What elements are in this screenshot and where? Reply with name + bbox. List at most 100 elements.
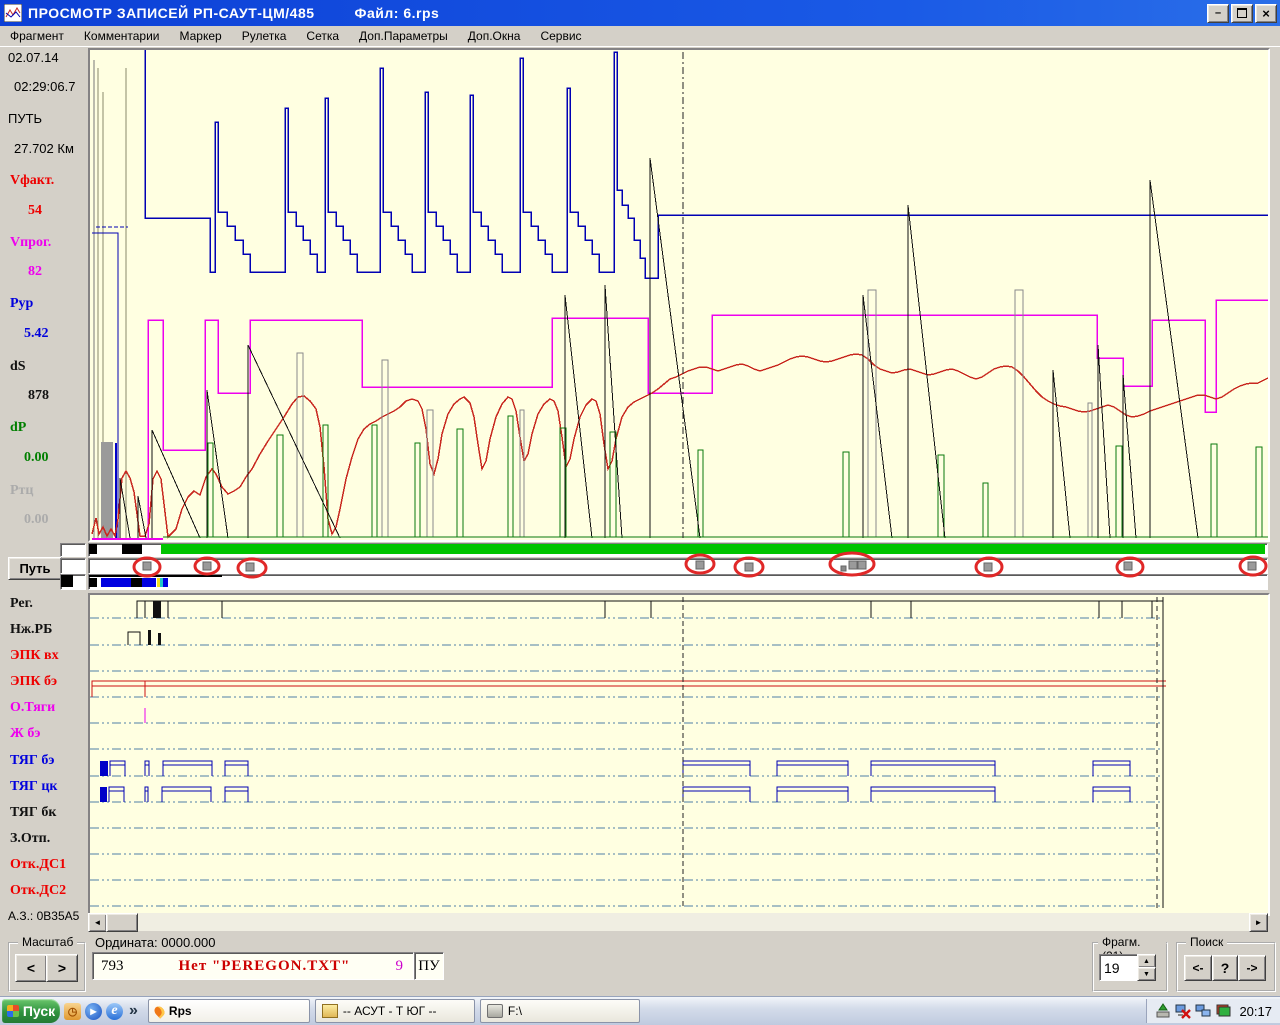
- path-button[interactable]: Путь: [8, 557, 62, 580]
- clock[interactable]: 20:17: [1239, 1003, 1272, 1019]
- block-stub-black: [61, 575, 73, 587]
- signal-otk-ds1-label: Отк.ДС1: [10, 857, 67, 872]
- signal-tyag-ck-label: ТЯГ цк: [10, 779, 58, 794]
- tray-display-icon[interactable]: [1215, 1003, 1231, 1019]
- upper-chart-plot: [91, 50, 1268, 540]
- title-bar: ПРОСМОТР ЗАПИСЕЙ РП-САУТ-ЦМ/485 Файл: 6.…: [0, 0, 1280, 26]
- search-back-button[interactable]: <-: [1184, 955, 1212, 981]
- start-button[interactable]: Пуск: [2, 999, 60, 1023]
- taskbar: Пуск ◷ ▶ e » Rps -- АСУТ - Т ЮГ -- F:\ 2…: [0, 996, 1280, 1025]
- task-drive-f-label: F:\: [507, 1004, 522, 1018]
- signal-zh-be-label: Ж бэ: [10, 726, 41, 741]
- quicklaunch-chevron-icon[interactable]: »: [129, 1002, 138, 1019]
- tray-network-error-icon[interactable]: [1175, 1003, 1192, 1019]
- scale-next-label: >: [57, 960, 67, 976]
- block-seg-blue3: [163, 578, 168, 587]
- menu-service[interactable]: Сервис: [540, 29, 582, 43]
- track-seg-green: [161, 544, 1265, 554]
- block-strip-stub: [60, 574, 86, 590]
- search-help-button[interactable]: ?: [1212, 955, 1238, 981]
- param-vprog-value: 82: [28, 264, 42, 279]
- scroll-right-icon: ►: [1254, 918, 1263, 927]
- search-forward-label: ->: [1246, 961, 1258, 975]
- task-asut-label: -- АСУТ - Т ЮГ --: [342, 1004, 437, 1018]
- menu-ruler[interactable]: Рулетка: [241, 29, 287, 43]
- search-forward-button[interactable]: ->: [1238, 955, 1266, 981]
- task-rps-label: Rps: [168, 1004, 192, 1018]
- scale-group-label: Масштаб: [18, 935, 78, 949]
- task-button-asut[interactable]: -- АСУТ - Т ЮГ --: [314, 999, 475, 1023]
- track-color-strip[interactable]: [88, 543, 1268, 557]
- path-label: ПУТЬ: [8, 111, 43, 126]
- ordinate-label: Ордината: 0000.000: [95, 935, 216, 950]
- lower-chart-panel[interactable]: [88, 593, 1270, 916]
- param-vprog-label: Vпрог.: [10, 235, 52, 250]
- menu-grid[interactable]: Сетка: [306, 29, 340, 43]
- close-button[interactable]: ×: [1255, 3, 1277, 23]
- block-seg-black1: [89, 578, 97, 587]
- signal-nzh-rb-label: Нж.РБ: [10, 622, 53, 637]
- scroll-right-button[interactable]: ►: [1249, 913, 1268, 932]
- block-top-line: [89, 575, 222, 577]
- quicklaunch-mail-icon[interactable]: ◷: [64, 1002, 81, 1020]
- block-seg-cyan: [160, 578, 163, 587]
- search-group-label: Поиск: [1186, 935, 1228, 949]
- fragment-groupbox: Фрагм. (21) 19 ▲ ▼: [1092, 935, 1168, 992]
- asut-app-icon: [321, 1004, 338, 1018]
- param-ds-label: dS: [10, 359, 26, 374]
- menu-bar: Фрагмент Комментарии Маркер Рулетка Сетк…: [0, 26, 1280, 47]
- status-count: 9: [395, 957, 404, 974]
- tray-network-icon[interactable]: [1195, 1003, 1211, 1019]
- track-seg-black2: [122, 544, 142, 554]
- restore-button[interactable]: [1231, 3, 1253, 23]
- param-ptc-value: 0.00: [24, 512, 49, 527]
- signal-tyag-be-label: ТЯГ бэ: [10, 753, 55, 768]
- search-back-label: <-: [1192, 961, 1204, 975]
- task-button-drive-f[interactable]: F:\: [479, 999, 640, 1023]
- fragment-number-input[interactable]: 19: [1099, 954, 1141, 981]
- scale-prev-button[interactable]: <: [15, 954, 47, 982]
- menu-marker[interactable]: Маркер: [179, 29, 222, 43]
- quicklaunch-ie-icon[interactable]: e: [106, 1002, 123, 1020]
- menu-comments[interactable]: Комментарии: [83, 29, 160, 43]
- record-time: 02:29:06.7: [14, 79, 76, 94]
- scroll-left-icon: ◄: [93, 918, 102, 927]
- ie-icon: e: [111, 1003, 118, 1018]
- quicklaunch-media-player-icon[interactable]: ▶: [85, 1002, 102, 1020]
- play-icon: ▶: [90, 1006, 97, 1016]
- tray-update-icon[interactable]: [1155, 1003, 1171, 1019]
- block-signal-strip[interactable]: [88, 574, 1268, 590]
- upper-chart-panel[interactable]: [88, 48, 1270, 542]
- drive-icon: [486, 1004, 503, 1018]
- task-button-rps[interactable]: Rps: [147, 999, 310, 1023]
- menu-extra-windows[interactable]: Доп.Окна: [467, 29, 521, 43]
- address-value: А.З.: 0B35A5: [8, 909, 80, 923]
- scrollbar-thumb[interactable]: [106, 913, 138, 932]
- param-vfact-value: 54: [28, 203, 42, 218]
- scroll-left-button[interactable]: ◄: [88, 913, 107, 932]
- signal-reg-label: Рег.: [10, 596, 33, 611]
- status-message: Нет "PEREGON.TXT": [178, 957, 351, 974]
- status-number: 793: [101, 957, 124, 974]
- system-tray: 20:17: [1146, 999, 1280, 1023]
- param-dp-label: dP: [10, 420, 27, 435]
- signal-o-tyagi-label: О.Тяги: [10, 700, 56, 715]
- track-strip-stub: [60, 543, 86, 557]
- app-icon: [4, 4, 22, 22]
- search-groupbox: Поиск <- ? ->: [1176, 935, 1276, 992]
- menu-fragment[interactable]: Фрагмент: [10, 29, 64, 43]
- pu-box[interactable]: ПУ: [414, 952, 444, 980]
- fragment-spin-down-button[interactable]: ▼: [1137, 967, 1156, 981]
- signal-tyag-bk-label: ТЯГ бк: [10, 805, 57, 820]
- minimize-button[interactable]: –: [1207, 3, 1229, 23]
- start-label: Пуск: [22, 1003, 56, 1019]
- fragment-spin-up-button[interactable]: ▲: [1137, 954, 1156, 968]
- marker-strip[interactable]: [88, 558, 1268, 574]
- scale-groupbox: Масштаб < >: [8, 935, 86, 992]
- scale-prev-label: <: [26, 960, 36, 976]
- menu-extra-params[interactable]: Доп.Параметры: [359, 29, 448, 43]
- rps-app-icon: [152, 1003, 167, 1019]
- horizontal-scrollbar[interactable]: ◄ ►: [88, 913, 1268, 932]
- signal-epk-be-label: ЭПК бэ: [10, 674, 58, 689]
- scale-next-button[interactable]: >: [46, 954, 78, 982]
